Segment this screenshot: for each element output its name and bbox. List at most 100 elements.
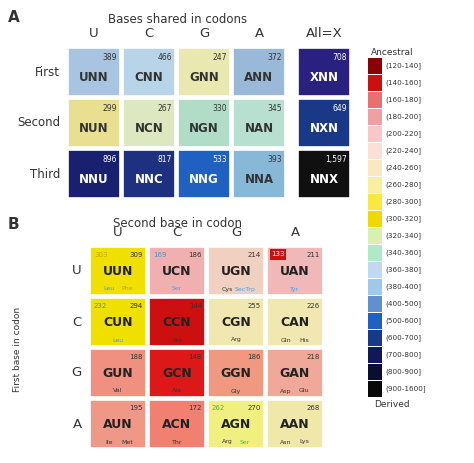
Bar (368, 313, 382, 329)
Bar (298, 150, 350, 198)
Text: Lys: Lys (299, 439, 309, 444)
Bar (149, 298, 205, 346)
Text: (600-700]: (600-700] (385, 335, 421, 341)
Text: 255: 255 (248, 303, 261, 309)
Text: Asp: Asp (280, 388, 292, 394)
Bar (368, 177, 382, 193)
Text: All=X: All=X (306, 27, 342, 40)
Text: (280-300]: (280-300] (385, 199, 421, 206)
Bar (368, 160, 382, 176)
Text: 195: 195 (129, 405, 143, 411)
Text: Second: Second (17, 117, 60, 130)
Text: SecTrp: SecTrp (235, 287, 255, 292)
Text: NNC: NNC (135, 173, 164, 186)
Bar (123, 150, 175, 198)
Text: 262: 262 (212, 405, 225, 411)
Text: Ser: Ser (172, 287, 182, 292)
Bar (368, 330, 382, 346)
Bar (149, 400, 205, 448)
Text: (260-280]: (260-280] (385, 181, 421, 188)
Bar (68, 99, 120, 147)
Bar (368, 211, 382, 227)
Text: A: A (8, 10, 20, 25)
Text: C: C (145, 27, 154, 40)
Text: Leu: Leu (112, 338, 124, 343)
Text: 309: 309 (129, 252, 143, 258)
Text: 172: 172 (189, 405, 202, 411)
Text: Leu: Leu (103, 287, 115, 292)
Text: GUN: GUN (103, 368, 133, 381)
Text: 389: 389 (102, 53, 117, 62)
Text: U: U (113, 226, 123, 239)
Text: Pro: Pro (172, 338, 182, 343)
Text: Arg: Arg (231, 338, 241, 343)
Bar (90, 247, 146, 295)
Text: 226: 226 (307, 303, 320, 309)
Text: 299: 299 (102, 104, 117, 113)
Text: 817: 817 (158, 155, 172, 164)
Text: CAN: CAN (281, 316, 310, 330)
Text: UNN: UNN (79, 71, 109, 84)
Text: Ile: Ile (105, 439, 113, 444)
Text: Asn: Asn (280, 439, 292, 444)
Text: Met: Met (121, 439, 133, 444)
Text: ANN: ANN (245, 71, 273, 84)
Text: UGN: UGN (221, 265, 251, 278)
Text: Second base in codon: Second base in codon (113, 217, 243, 230)
Bar (368, 296, 382, 312)
Text: (180-200]: (180-200] (385, 113, 421, 120)
Bar (368, 347, 382, 363)
Text: (160-180]: (160-180] (385, 97, 421, 103)
Text: (380-400]: (380-400] (385, 284, 421, 290)
Text: 708: 708 (332, 53, 347, 62)
Text: (200-220]: (200-220] (385, 131, 421, 138)
Bar (68, 48, 120, 96)
Text: C: C (73, 315, 82, 329)
Text: Ancestral: Ancestral (371, 48, 413, 57)
Bar (267, 298, 323, 346)
Text: Ala: Ala (172, 388, 182, 394)
Text: Phe: Phe (121, 287, 133, 292)
Bar (149, 349, 205, 397)
Text: 268: 268 (307, 405, 320, 411)
Bar (123, 99, 175, 147)
Bar (233, 150, 285, 198)
Text: NXN: NXN (310, 122, 338, 135)
Bar (270, 249, 286, 260)
Text: NUN: NUN (79, 122, 109, 135)
Bar (368, 126, 382, 142)
Text: 188: 188 (129, 354, 143, 360)
Text: NGN: NGN (189, 122, 219, 135)
Text: CCN: CCN (163, 316, 191, 330)
Bar (368, 109, 382, 125)
Text: A: A (291, 226, 300, 239)
Text: (800-900]: (800-900] (385, 369, 421, 375)
Text: 247: 247 (212, 53, 227, 62)
Text: NNU: NNU (79, 173, 109, 186)
Text: First base in codon: First base in codon (13, 307, 22, 392)
Text: 372: 372 (267, 53, 282, 62)
Bar (267, 247, 323, 295)
Text: 169: 169 (153, 252, 166, 258)
Text: Cys: Cys (221, 287, 233, 292)
Bar (368, 262, 382, 278)
Text: Ser: Ser (240, 439, 250, 444)
Text: B: B (8, 217, 19, 232)
Text: His: His (299, 338, 309, 343)
Text: 270: 270 (247, 405, 261, 411)
Bar (298, 48, 350, 96)
Bar (267, 400, 323, 448)
Text: (120-140]: (120-140] (385, 63, 421, 69)
Text: (900-1600]: (900-1600] (385, 386, 426, 392)
Text: G: G (231, 226, 241, 239)
Text: 148: 148 (189, 354, 202, 360)
Text: 345: 345 (267, 104, 282, 113)
Text: NNG: NNG (189, 173, 219, 186)
Bar (368, 279, 382, 295)
Text: GAN: GAN (280, 368, 310, 381)
Text: U: U (73, 264, 82, 277)
Text: 896: 896 (102, 155, 117, 164)
Text: Derived: Derived (374, 400, 410, 409)
Bar (68, 150, 120, 198)
Text: (300-320]: (300-320] (385, 216, 421, 222)
